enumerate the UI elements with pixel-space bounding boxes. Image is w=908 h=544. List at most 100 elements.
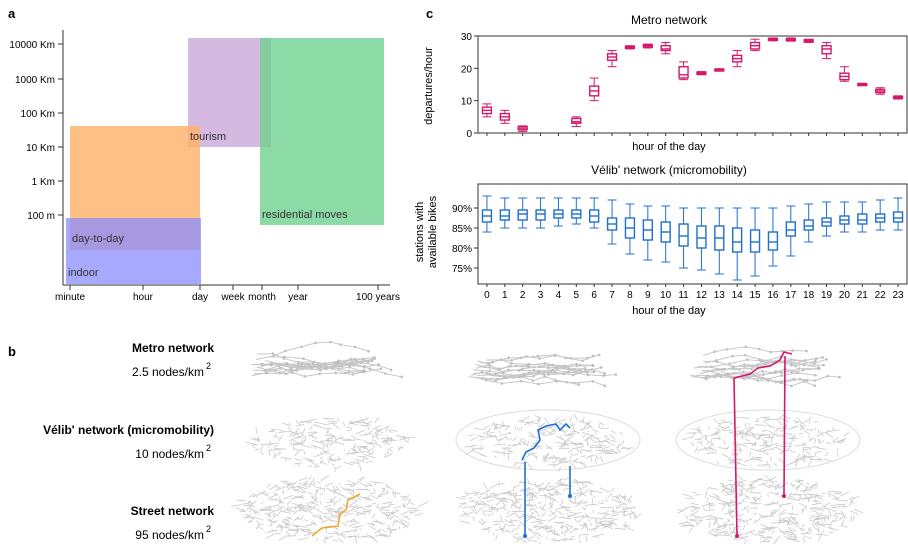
network-edge: [278, 535, 287, 541]
network-edge: [386, 485, 395, 491]
network-edge: [579, 481, 592, 484]
network-edge: [360, 496, 371, 501]
network-edge: [479, 444, 483, 448]
network-edge: [777, 416, 783, 420]
network-edge: [365, 533, 376, 539]
network-edge: [766, 536, 773, 538]
metro-line: [791, 380, 805, 387]
network-edge: [557, 478, 562, 482]
network-edge: [607, 452, 618, 455]
network-edge: [402, 502, 406, 508]
network-edge: [585, 484, 588, 487]
network-edge: [314, 453, 324, 458]
network-edge: [309, 432, 318, 436]
network-edge: [692, 491, 697, 494]
network-edge: [401, 519, 410, 524]
metro-station: [592, 370, 596, 374]
network-edge: [567, 497, 575, 505]
network-edge: [305, 459, 315, 462]
metro-line: [745, 354, 760, 360]
network-edge: [362, 450, 365, 454]
network-edge: [684, 515, 689, 520]
network-edge: [609, 433, 616, 440]
network-edge: [273, 491, 278, 496]
network-edge: [750, 531, 754, 535]
network-edge: [495, 527, 506, 532]
x-tick-label: 16: [767, 290, 779, 301]
network-edge: [304, 519, 309, 522]
metro-station: [731, 354, 734, 358]
network-edge: [348, 421, 359, 426]
network-edge: [563, 477, 570, 481]
network-edge: [697, 425, 700, 432]
network-edge: [840, 519, 845, 527]
network-edge: [545, 524, 547, 531]
network-edge: [477, 496, 482, 499]
network-edge: [765, 422, 772, 428]
network-edge: [763, 503, 774, 505]
network-edge: [805, 428, 814, 431]
network-edge: [487, 514, 490, 517]
network-edge: [597, 438, 603, 443]
network-edge: [333, 502, 336, 507]
metro-station: [813, 384, 817, 387]
network-edge: [738, 483, 744, 487]
panel-label-c: c: [426, 6, 433, 21]
network-edge: [786, 503, 791, 505]
network-edge: [311, 515, 317, 518]
network-edge: [583, 522, 587, 528]
metro-line: [566, 381, 579, 386]
network-edge: [768, 476, 777, 481]
network-edge: [574, 515, 585, 519]
network-edge: [512, 443, 521, 447]
network-edge: [367, 427, 370, 431]
network-edge: [716, 460, 720, 465]
network-edge: [758, 513, 766, 518]
network-edge: [549, 530, 556, 535]
network-edge: [544, 417, 550, 425]
metro-line: [501, 380, 522, 384]
network-edge: [832, 436, 839, 443]
network-edge: [275, 432, 277, 437]
network-edge: [735, 474, 744, 481]
network-edge: [246, 441, 259, 446]
network-edge: [795, 453, 801, 461]
network-edge: [597, 512, 611, 516]
network-edge: [604, 434, 611, 441]
network-edge: [389, 449, 393, 453]
metro-line: [474, 376, 487, 381]
axis-a-y-tick-label: 1000 Km: [15, 75, 55, 86]
network-edge: [549, 498, 556, 505]
network-edge: [391, 492, 401, 495]
network-edge: [565, 523, 574, 528]
metro-line: [509, 365, 529, 368]
network-edge: [327, 440, 332, 446]
network-edge: [796, 478, 802, 482]
network-edge: [373, 428, 381, 434]
network-edge: [396, 434, 403, 438]
metro-line: [704, 359, 717, 364]
network-edge: [569, 535, 575, 539]
metro-line: [556, 367, 569, 370]
network-edge: [736, 429, 745, 436]
network-edge: [274, 484, 281, 489]
network-edge: [803, 448, 812, 451]
network-edge: [757, 478, 760, 482]
region-label-residential: residential moves: [262, 209, 348, 221]
network-edge: [543, 432, 556, 437]
network-edge: [790, 460, 797, 464]
network-edge: [843, 431, 850, 437]
network-edge: [793, 535, 796, 542]
network-edge: [462, 510, 470, 518]
network-edge: [814, 427, 817, 430]
network-edge: [816, 431, 825, 438]
network-edge: [254, 448, 260, 451]
network-edge: [598, 451, 608, 454]
network-edge: [266, 533, 275, 539]
network-edge: [272, 514, 277, 519]
network-edge: [278, 429, 285, 433]
metro-line: [499, 365, 510, 371]
network-edge: [281, 510, 292, 514]
network-edge: [540, 512, 546, 518]
network-edge: [746, 487, 753, 490]
